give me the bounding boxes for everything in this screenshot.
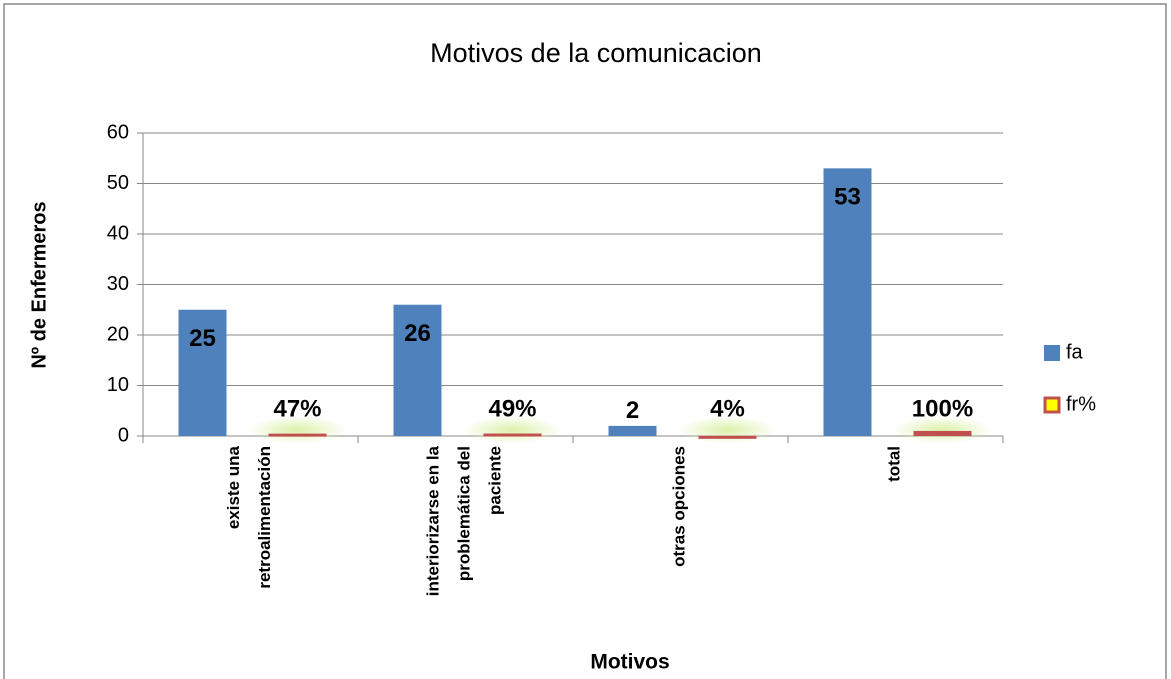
y-tick-label: 0 [118,424,129,446]
glow [462,416,563,444]
bar [393,304,442,436]
value-label: 25 [189,325,216,352]
glow [247,416,348,444]
bar [823,168,872,436]
y-tick-label: 30 [107,273,129,295]
bar [698,435,757,439]
y-tick-label: 40 [107,222,129,244]
bar [483,433,542,437]
y-tick-label: 60 [107,121,129,143]
value-label: 53 [834,184,861,211]
legend-label: fa [1066,341,1084,363]
y-axis-title: Nº de Enfermeros [28,201,50,368]
y-tick-label: 50 [107,172,129,194]
x-axis-title: Motivos [590,651,669,674]
glow [892,416,993,444]
value-label: 4% [710,395,745,422]
x-tick-label: existe una retroalimentación [224,445,274,588]
value-label: 47% [273,395,321,422]
bar [608,425,657,436]
x-tick-label: interiorizarse en la problemática del paci… [424,445,505,596]
y-tick-label: 10 [107,374,129,396]
frame [3,3,1167,679]
bar [178,309,227,436]
value-label: 26 [404,320,431,347]
bar [268,433,327,437]
value-label: 2 [626,397,639,424]
bar [913,430,972,436]
legend-label: fr% [1066,393,1096,415]
legend-swatch [1043,396,1061,414]
x-tick-label: otras opciones [670,446,689,567]
chart-title: Motivos de la comunicacion [430,38,762,68]
y-tick-label: 20 [107,323,129,345]
x-tick-label: total [885,446,904,482]
legend-swatch [1044,345,1060,361]
value-label: 100% [912,395,973,422]
value-label: 49% [488,395,536,422]
